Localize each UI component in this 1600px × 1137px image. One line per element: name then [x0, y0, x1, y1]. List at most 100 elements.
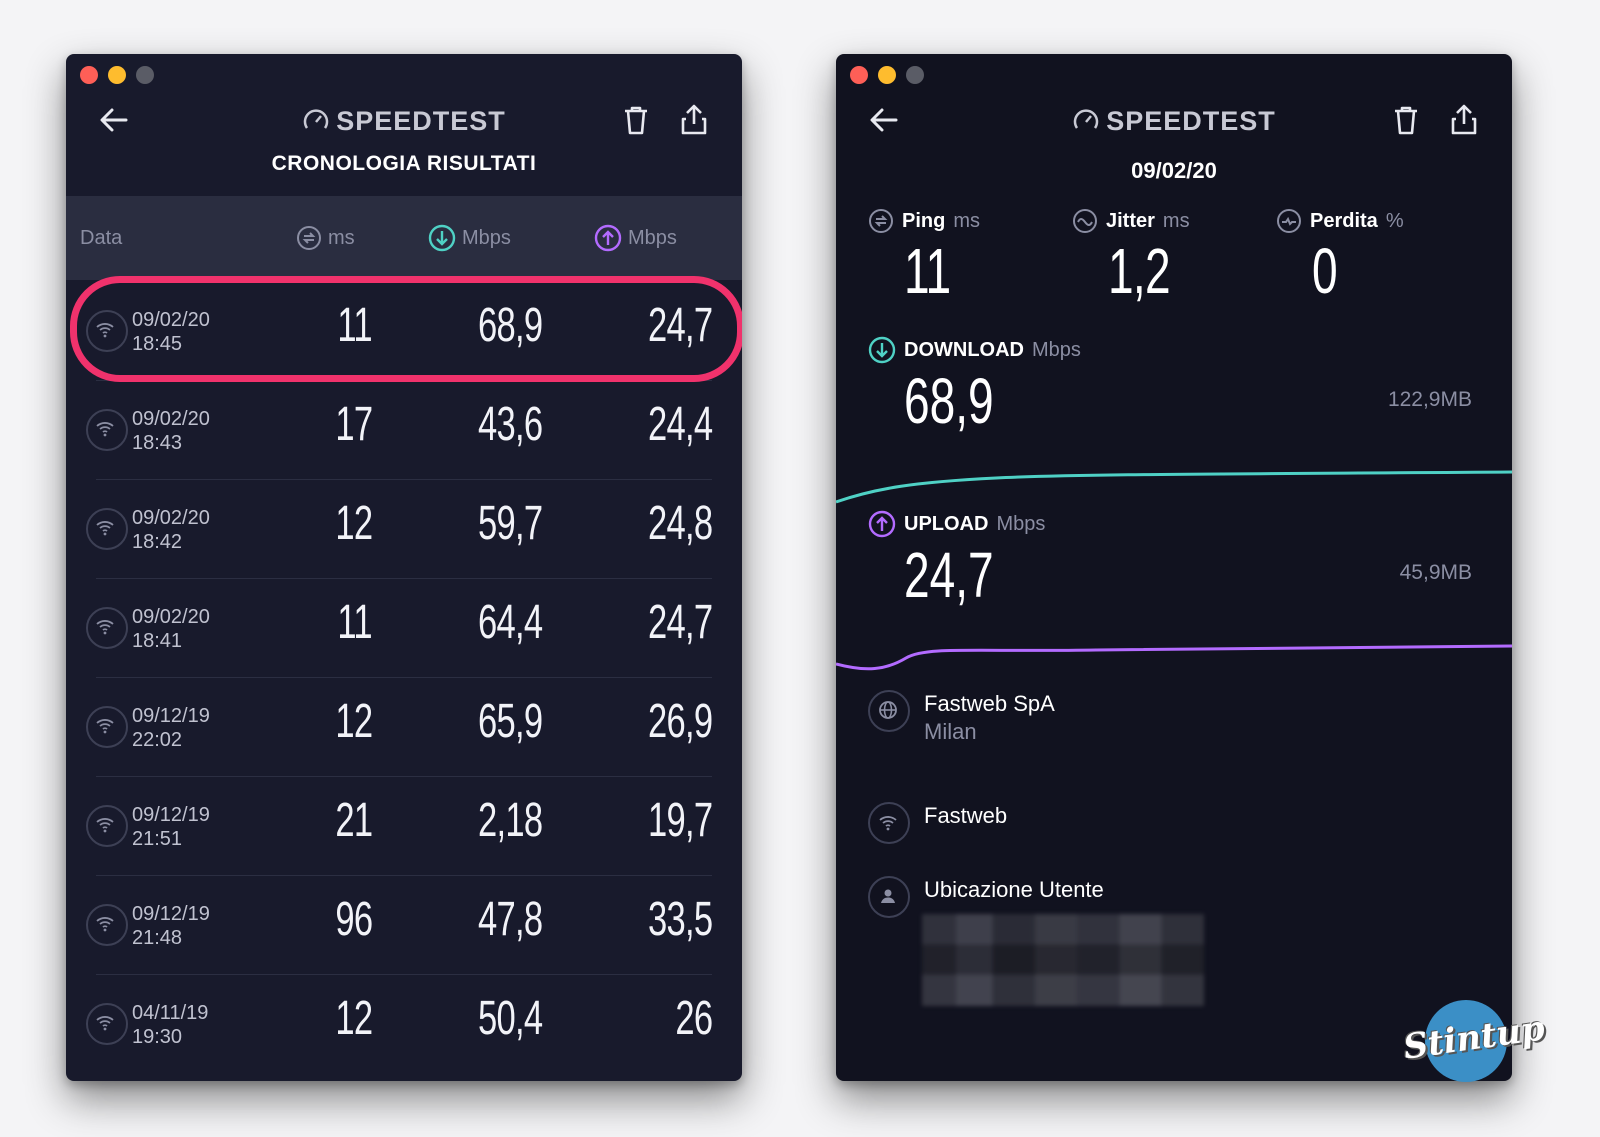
- download-label: DOWNLOAD: [904, 338, 1024, 361]
- row-time: 22:02: [132, 729, 183, 751]
- table-row[interactable]: 09/02/20 18:42 12 59,7 24,8: [66, 478, 742, 579]
- download-unit: Mbps: [1031, 338, 1081, 361]
- upload-value: 24,7: [904, 539, 994, 611]
- wifi-icon: [868, 802, 910, 844]
- column-download-unit: Mbps: [462, 226, 511, 249]
- watermark-logo: Stintup: [1401, 998, 1547, 1086]
- row-download: 59,7: [477, 497, 543, 550]
- row-date: 09/02/20: [132, 507, 210, 529]
- column-ping[interactable]: ms: [296, 225, 355, 251]
- row-date: 09/02/20: [132, 309, 210, 331]
- ping-icon: [869, 209, 893, 233]
- upload-icon: [594, 224, 622, 252]
- download-icon: [428, 224, 456, 252]
- row-datetime: 09/02/20 18:43: [132, 407, 210, 455]
- download-icon: [868, 336, 896, 364]
- row-upload: 24,4: [647, 398, 713, 451]
- packet-loss-icon: [1277, 209, 1301, 233]
- row-time: 18:42: [132, 531, 183, 553]
- wifi-icon: [86, 409, 128, 451]
- close-window-button[interactable]: [850, 66, 868, 84]
- row-download: 50,4: [477, 992, 543, 1045]
- row-ping: 96: [334, 893, 373, 946]
- redacted-location: [922, 914, 1204, 1006]
- row-time: 18:43: [132, 432, 183, 454]
- ping-unit: ms: [953, 209, 981, 232]
- network-info: Fastweb: [868, 802, 1007, 844]
- upload-unit: Mbps: [996, 512, 1046, 535]
- row-ping: 11: [337, 299, 373, 352]
- row-time: 18:45: [132, 333, 183, 355]
- row-datetime: 09/12/19 22:02: [132, 704, 210, 752]
- wifi-icon: [86, 310, 128, 352]
- page-title: CRONOLOGIA RISULTATI: [271, 152, 537, 175]
- row-download: 2,18: [477, 794, 543, 847]
- back-arrow-icon[interactable]: [96, 102, 132, 138]
- column-upload-unit: Mbps: [628, 226, 677, 249]
- download-size: 122,9MB: [1387, 388, 1472, 411]
- table-row[interactable]: 09/02/20 18:45 11 68,9 24,7: [66, 280, 742, 381]
- row-download: 64,4: [477, 596, 543, 649]
- minimize-window-button[interactable]: [878, 66, 896, 84]
- column-upload[interactable]: Mbps: [594, 224, 677, 252]
- user-location-info: Ubicazione Utente: [868, 876, 1104, 918]
- loss-unit: %: [1385, 209, 1404, 232]
- share-icon[interactable]: [676, 102, 712, 138]
- row-download: 43,6: [477, 398, 543, 451]
- table-row[interactable]: 09/02/20 18:41 11 64,4 24,7: [66, 577, 742, 678]
- jitter-value: 1,2: [1108, 235, 1171, 307]
- column-download[interactable]: Mbps: [428, 224, 511, 252]
- row-upload: 26,9: [647, 695, 713, 748]
- provider-info: Fastweb SpA Milan: [868, 690, 1055, 746]
- row-upload: 19,7: [647, 794, 713, 847]
- table-row[interactable]: 09/02/20 18:43 17 43,6 24,4: [66, 379, 742, 480]
- row-date: 09/12/19: [132, 903, 210, 925]
- zoom-window-button[interactable]: [136, 66, 154, 84]
- ping-metric: Ping ms 11: [868, 208, 980, 308]
- row-upload: 24,7: [647, 299, 713, 352]
- row-time: 19:30: [132, 1026, 183, 1048]
- window-controls: [80, 66, 154, 84]
- ping-icon: [297, 226, 321, 250]
- jitter-icon: [1073, 209, 1097, 233]
- row-ping: 12: [334, 695, 373, 748]
- table-row[interactable]: 09/12/19 22:02 12 65,9 26,9: [66, 676, 742, 777]
- table-row[interactable]: 04/11/19 19:30 12 50,4 26: [66, 973, 742, 1074]
- trash-icon[interactable]: [618, 102, 654, 138]
- back-arrow-icon[interactable]: [866, 102, 902, 138]
- provider-name: Fastweb SpA: [924, 691, 1055, 716]
- row-ping: 17: [334, 398, 373, 451]
- row-time: 18:41: [132, 630, 183, 652]
- row-date: 09/12/19: [132, 705, 210, 727]
- jitter-metric: Jitter ms 1,2: [1072, 208, 1194, 308]
- user-location-label: Ubicazione Utente: [924, 877, 1104, 902]
- share-icon[interactable]: [1446, 102, 1482, 138]
- row-ping: 12: [334, 497, 373, 550]
- row-time: 21:51: [132, 828, 183, 850]
- column-date[interactable]: Data: [80, 227, 122, 250]
- upload-graph: [836, 644, 1512, 671]
- jitter-unit: ms: [1162, 209, 1190, 232]
- result-detail-window: SPEEDTEST 09/02/20 Ping ms 11 Jitter ms …: [836, 54, 1512, 1081]
- column-ping-unit: ms: [328, 226, 355, 249]
- row-datetime: 09/02/20 18:45: [132, 308, 210, 356]
- download-graph: [836, 470, 1512, 504]
- row-datetime: 09/12/19 21:51: [132, 803, 210, 851]
- network-name: Fastweb: [924, 803, 1008, 828]
- close-window-button[interactable]: [80, 66, 98, 84]
- zoom-window-button[interactable]: [906, 66, 924, 84]
- row-upload: 24,7: [647, 596, 713, 649]
- table-row[interactable]: 09/12/19 21:48 96 47,8 33,5: [66, 874, 742, 975]
- speedtest-logo: SPEEDTEST: [836, 106, 1512, 137]
- row-datetime: 09/12/19 21:48: [132, 902, 210, 950]
- ping-label: Ping: [902, 209, 946, 232]
- window-controls: [850, 66, 924, 84]
- row-ping: 11: [337, 596, 373, 649]
- row-time: 21:48: [132, 927, 183, 949]
- minimize-window-button[interactable]: [108, 66, 126, 84]
- trash-icon[interactable]: [1388, 102, 1424, 138]
- user-icon: [868, 876, 910, 918]
- download-value: 68,9: [904, 365, 994, 437]
- table-row[interactable]: 09/12/19 21:51 21 2,18 19,7: [66, 775, 742, 876]
- provider-city: Milan: [924, 719, 977, 744]
